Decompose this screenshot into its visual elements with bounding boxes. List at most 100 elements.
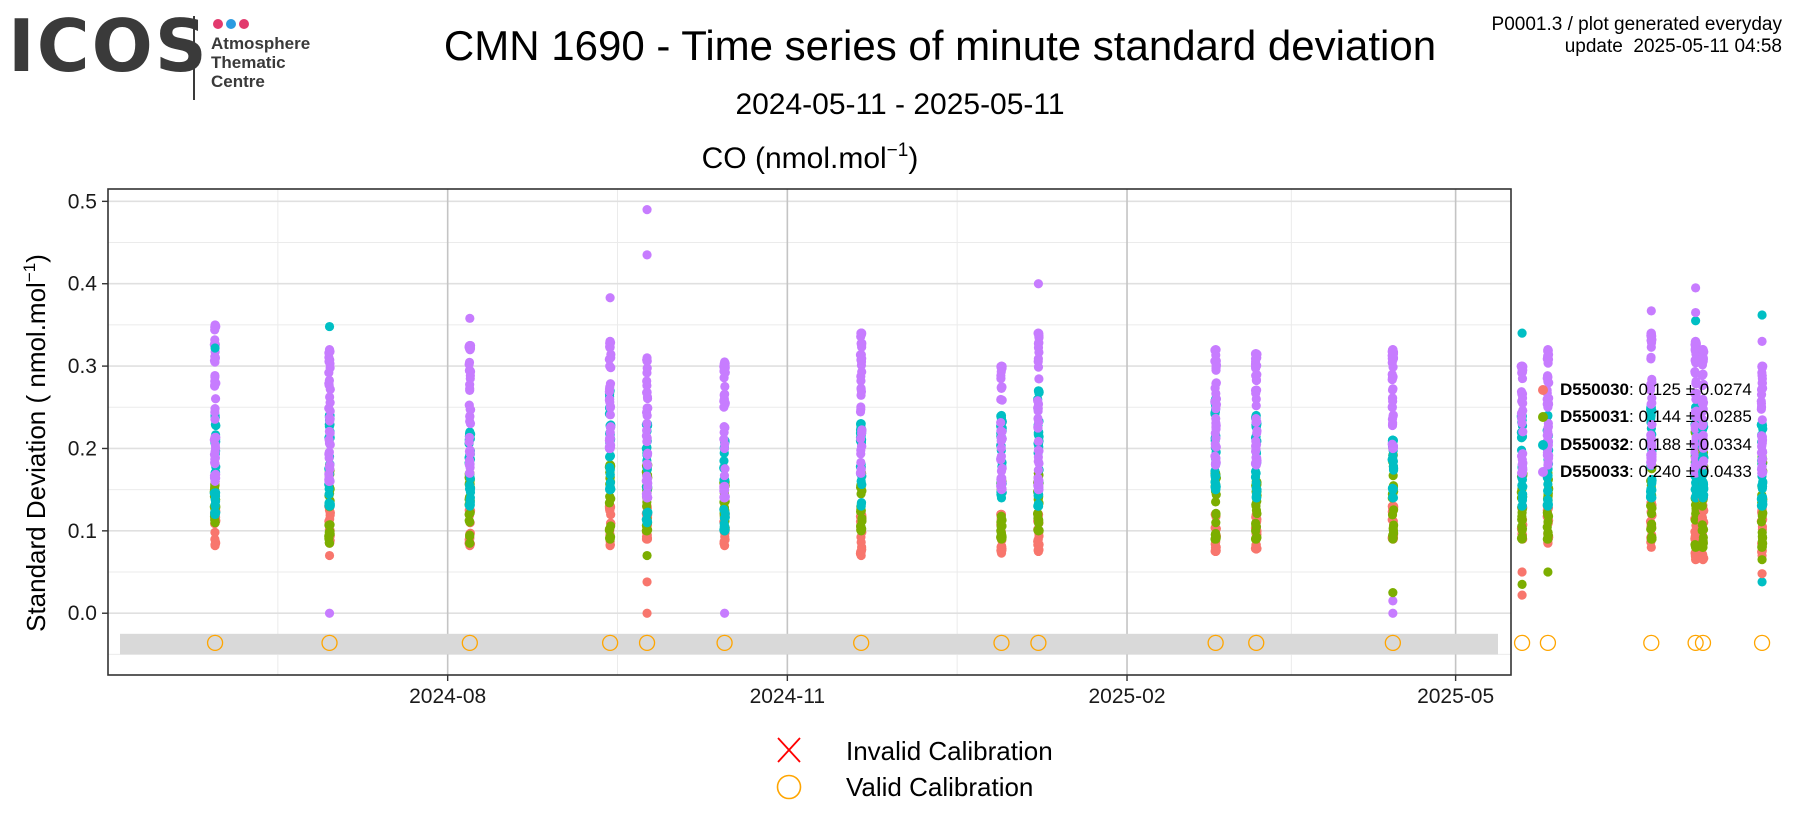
data-point-d550031	[1388, 534, 1398, 544]
data-point-d550032	[1757, 310, 1767, 320]
legend-invalid-label: Invalid Calibration	[846, 735, 1053, 766]
data-point-d550033	[1756, 398, 1767, 409]
data-point-d550031	[1387, 510, 1398, 520]
data-point-d550033	[465, 468, 475, 478]
data-point-d550033	[856, 371, 866, 381]
data-point-d550032	[1388, 464, 1399, 474]
legend-series-name: D550033	[1560, 462, 1630, 482]
data-point-d550033	[324, 476, 335, 487]
data-point-d550031	[1691, 509, 1701, 519]
data-point-d550033	[1646, 382, 1656, 392]
data-point-d550033	[1697, 360, 1708, 370]
data-point-d550033	[642, 353, 652, 363]
data-point-d550033	[642, 376, 652, 386]
data-point-d550033	[1690, 368, 1700, 378]
data-point-d550032	[1543, 479, 1553, 489]
data-point-d550033	[719, 470, 730, 481]
data-point-d550031	[1647, 503, 1657, 513]
data-point-d550033	[719, 357, 730, 367]
data-point-d550033	[642, 493, 652, 503]
data-point-d550031	[642, 550, 652, 561]
data-point-d550033	[1757, 361, 1767, 371]
data-point-d550032	[1698, 493, 1708, 503]
data-point-d550033	[1517, 393, 1528, 403]
data-point-d550033	[1251, 349, 1261, 359]
data-point-d550031	[857, 513, 867, 523]
data-point-d550033	[1211, 365, 1221, 375]
data-point-d550033	[643, 403, 653, 413]
legend-swatch	[1538, 467, 1548, 478]
data-point-d550033	[719, 493, 730, 503]
data-point-d550033	[465, 384, 475, 394]
data-point-d550033	[1690, 344, 1700, 354]
data-point-d550030	[1646, 542, 1656, 552]
data-point-d550033	[1757, 336, 1767, 346]
data-point-d550033	[1646, 328, 1656, 338]
legend-item-d550033: D550033: 0.240 ± 0.0433	[1538, 459, 1752, 487]
legend-series-name: D550032	[1560, 434, 1630, 454]
data-point-d550031	[465, 517, 475, 527]
data-point-d550033	[856, 434, 866, 444]
data-point-d550032	[719, 456, 729, 466]
data-point-d550033	[1647, 374, 1657, 384]
data-point-d550033	[1543, 430, 1553, 440]
data-point-d550033	[465, 412, 475, 422]
data-point-d550031	[1211, 534, 1221, 544]
logo-wordmark: ICOS	[8, 4, 209, 88]
data-point-d550033	[1252, 428, 1262, 438]
data-point-d550032	[465, 487, 476, 497]
data-point-d550033	[1033, 279, 1044, 289]
valid-calibration-marker	[1643, 634, 1660, 652]
data-point-d550032	[605, 485, 615, 495]
data-point-d550033	[996, 436, 1006, 446]
data-points	[209, 204, 1768, 618]
data-point-d550031	[605, 492, 615, 502]
data-point-d550030	[642, 577, 652, 587]
data-point-d550031	[1543, 567, 1553, 577]
data-point-d550032	[1211, 485, 1221, 495]
data-point-d550031	[606, 521, 616, 531]
data-point-d550033	[605, 397, 615, 407]
data-point-d550033	[1698, 379, 1709, 389]
data-point-d550030	[642, 608, 652, 618]
data-point-d550030	[324, 550, 335, 561]
data-point-d550033	[1033, 328, 1044, 338]
data-point-d550033	[996, 417, 1006, 428]
data-point-d550031	[1211, 517, 1221, 528]
legend-swatch	[1538, 384, 1548, 395]
legend-swatch	[1538, 439, 1548, 450]
data-point-d550033	[324, 438, 335, 448]
data-point-d550033	[719, 427, 729, 437]
data-point-d550033	[209, 450, 220, 460]
data-point-d550031	[324, 520, 334, 530]
data-point-d550033	[1251, 436, 1261, 446]
legend-item-d550030: D550030: 0.125 ± 0.0274	[1538, 376, 1752, 404]
data-point-d550030	[1517, 567, 1527, 577]
data-point-d550032	[996, 493, 1007, 503]
data-point-d550033	[1543, 345, 1553, 355]
data-point-d550030	[1690, 531, 1700, 541]
data-point-d550033	[1388, 345, 1398, 355]
y-tick-label: 0.1	[68, 520, 97, 543]
data-point-d550033	[465, 367, 476, 377]
data-point-d550033	[1542, 354, 1552, 364]
data-point-d550033	[1646, 352, 1656, 362]
valid-calibration-marker	[1513, 634, 1531, 652]
data-point-d550033	[324, 449, 334, 459]
data-point-d550033	[1251, 401, 1261, 411]
data-point-d550033	[1691, 307, 1701, 318]
data-point-d550033	[856, 457, 866, 468]
data-point-d550033	[719, 481, 729, 492]
data-point-d550033	[1252, 370, 1262, 380]
valid-calibration-marker	[1687, 634, 1704, 652]
data-point-d550032	[1697, 467, 1708, 477]
data-point-d550033	[465, 313, 475, 323]
data-point-d550033	[720, 389, 730, 399]
data-point-d550031	[210, 518, 220, 528]
data-point-d550031	[1697, 501, 1707, 511]
data-point-d550031	[465, 531, 475, 541]
data-point-d550032	[1251, 493, 1261, 503]
data-point-d550033	[997, 395, 1007, 405]
data-point-d550033	[464, 455, 475, 466]
data-point-d550031	[1251, 501, 1261, 511]
